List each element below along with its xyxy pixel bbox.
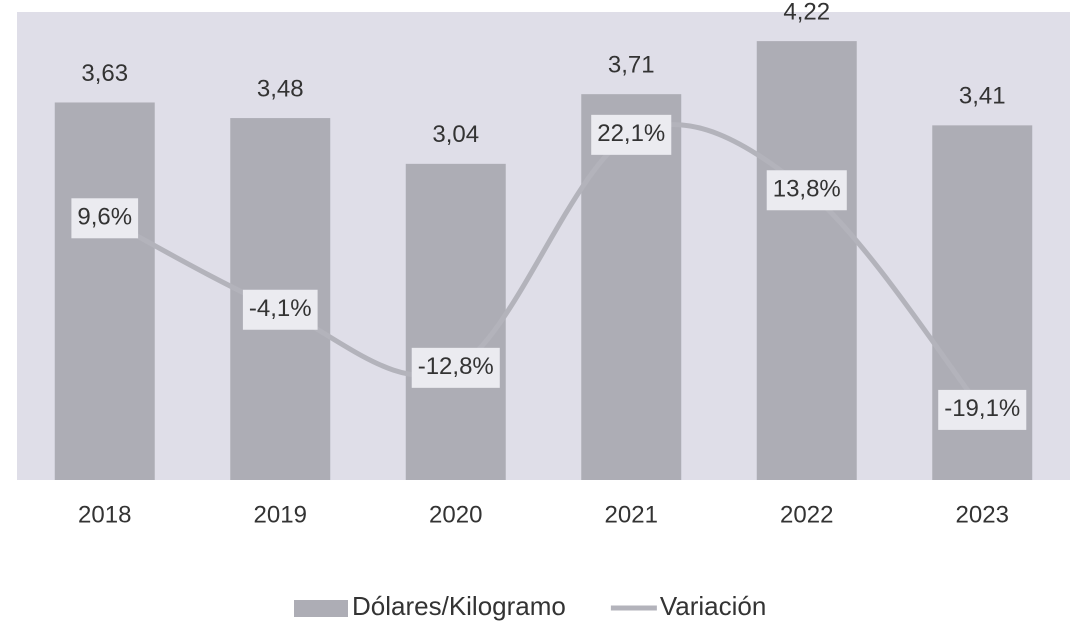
line-value-label: -19,1% xyxy=(944,395,1020,422)
line-value-label: -4,1% xyxy=(249,295,312,322)
bar-value-label: 3,04 xyxy=(432,121,479,148)
legend-label: Variación xyxy=(660,591,766,621)
x-tick-label: 2023 xyxy=(956,501,1009,528)
line-value-label-box xyxy=(71,198,139,239)
bar-value-label: 4,22 xyxy=(783,0,830,25)
line-value-label: 13,8% xyxy=(773,176,841,203)
legend: Dólares/Kilogramo Variación xyxy=(294,591,766,621)
line-value-label-box xyxy=(411,347,500,388)
line-value-label-group: 22,1% xyxy=(591,114,672,155)
bar-value-label: 3,63 xyxy=(81,60,128,87)
bar xyxy=(581,94,682,480)
line-value-label-group: -19,1% xyxy=(938,389,1027,430)
x-tick-label: 2022 xyxy=(780,501,833,528)
x-tick-label: 2019 xyxy=(254,501,307,528)
line-value-label-box xyxy=(591,114,672,155)
line-value-label: 9,6% xyxy=(77,204,132,231)
bar-value-label: 3,48 xyxy=(257,75,304,102)
line-value-label-group: -12,8% xyxy=(411,347,500,388)
line-value-label: 22,1% xyxy=(597,120,665,147)
bar-value-label: 3,71 xyxy=(608,52,655,79)
line-value-label-box xyxy=(766,170,847,211)
line-value-label-box xyxy=(242,289,318,330)
legend-swatch xyxy=(294,600,348,617)
bar-value-label: 3,41 xyxy=(959,83,1006,110)
line-value-label: -12,8% xyxy=(418,353,494,380)
x-tick-label: 2021 xyxy=(605,501,658,528)
bar xyxy=(54,102,155,480)
x-tick-label: 2020 xyxy=(429,501,482,528)
plot-background xyxy=(17,12,1070,480)
line-value-label-box xyxy=(938,389,1027,430)
line-value-label-group: 9,6% xyxy=(71,198,139,239)
bar xyxy=(405,163,506,480)
line-value-label-group: -4,1% xyxy=(242,289,318,330)
bar xyxy=(756,41,857,481)
legend-label: Dólares/Kilogramo xyxy=(352,591,566,621)
x-tick-label: 2018 xyxy=(78,501,131,528)
line-value-label-group: 13,8% xyxy=(766,170,847,211)
